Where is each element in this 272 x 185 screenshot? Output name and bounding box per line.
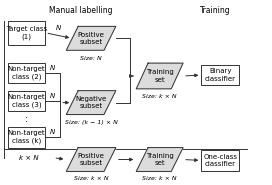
Bar [201, 150, 239, 171]
Text: N: N [56, 25, 61, 31]
Text: k × N: k × N [19, 155, 39, 161]
Text: N: N [50, 65, 55, 71]
Bar [8, 21, 45, 45]
Bar [8, 127, 45, 148]
Text: N: N [50, 129, 55, 135]
Text: Size: k × N: Size: k × N [74, 176, 108, 181]
Bar [8, 63, 45, 83]
Polygon shape [66, 91, 116, 115]
Polygon shape [66, 26, 116, 50]
Text: Size: (k − 1) × N: Size: (k − 1) × N [65, 120, 118, 125]
Text: Size: N: Size: N [80, 56, 102, 61]
Text: Non-target
class (k): Non-target class (k) [8, 130, 45, 144]
Text: Positive
subset: Positive subset [78, 153, 104, 166]
Text: Training
set: Training set [146, 69, 174, 83]
Text: Size: k × N: Size: k × N [143, 94, 177, 99]
Polygon shape [66, 148, 116, 171]
Bar [8, 91, 45, 111]
Text: Training
set: Training set [146, 153, 174, 166]
Text: Size: k × N: Size: k × N [143, 176, 177, 181]
Text: Negative
subset: Negative subset [75, 96, 107, 109]
Text: Manual labelling: Manual labelling [48, 6, 112, 15]
Text: Non-target
class (2): Non-target class (2) [8, 66, 45, 80]
Text: Target class
(1): Target class (1) [6, 26, 47, 40]
Text: One-class
classifier: One-class classifier [203, 154, 237, 167]
Polygon shape [136, 63, 183, 89]
Text: Training: Training [199, 6, 230, 15]
Text: Binary
classifier: Binary classifier [205, 68, 236, 82]
Text: Positive
subset: Positive subset [78, 32, 104, 45]
Polygon shape [136, 148, 183, 171]
Bar [201, 65, 239, 85]
Text: Non-target
class (3): Non-target class (3) [8, 94, 45, 108]
Text: N: N [50, 92, 55, 99]
Text: :: : [25, 114, 28, 124]
